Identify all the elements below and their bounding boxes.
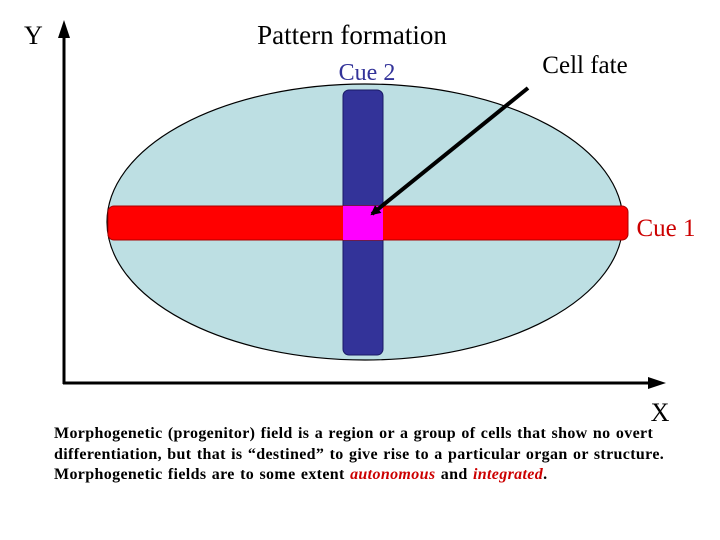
- y-axis-arrowhead: [58, 20, 70, 38]
- diagram-title: Pattern formation: [257, 20, 447, 50]
- caption-emphasis-autonomous: autonomous: [350, 466, 436, 483]
- y-axis-label: Y: [24, 21, 43, 50]
- cue1-label: Cue 1: [636, 215, 695, 242]
- cell-fate-label: Cell fate: [542, 52, 627, 79]
- caption-text-part2: and: [435, 466, 473, 483]
- caption-text-part3: .: [543, 466, 548, 483]
- caption-paragraph: Morphogenetic (progenitor) field is a re…: [54, 424, 684, 486]
- cell-fate-arrow: [370, 86, 530, 216]
- cue2-label: Cue 2: [339, 60, 396, 86]
- caption-text-part1: Morphogenetic (progenitor) field is a re…: [54, 425, 665, 483]
- x-axis-arrowhead: [648, 377, 666, 389]
- caption-emphasis-integrated: integrated: [472, 466, 544, 483]
- x-axis-label: X: [651, 398, 670, 427]
